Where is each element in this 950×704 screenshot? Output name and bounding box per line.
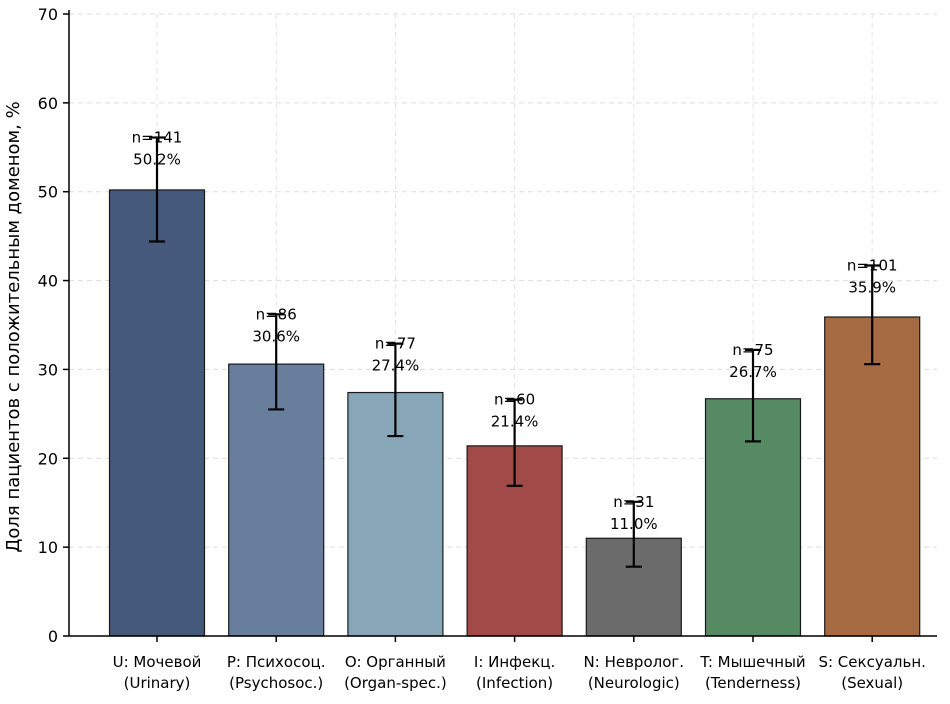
x-tick-label-sub: (Psychosoc.) bbox=[229, 674, 323, 692]
y-tick-label: 50 bbox=[38, 183, 58, 202]
y-tick-label: 20 bbox=[38, 449, 58, 468]
y-tick-label: 10 bbox=[38, 538, 58, 557]
x-tick-label-sub: (Infection) bbox=[476, 674, 553, 692]
error-bars bbox=[149, 136, 881, 568]
bar bbox=[108, 189, 206, 637]
x-tick-label-sub: (Organ-spec.) bbox=[344, 674, 447, 692]
x-tick-label: I: Инфекц. bbox=[474, 653, 555, 671]
bar-percent-label: 11.0% bbox=[610, 515, 658, 533]
bar-count-label: n=75 bbox=[732, 341, 773, 359]
bar-percent-label: 35.9% bbox=[848, 278, 896, 296]
x-tick-label: T: Мышечный bbox=[699, 653, 805, 671]
y-tick-label: 40 bbox=[38, 272, 58, 291]
x-tick-label: N: Невролог. bbox=[584, 653, 685, 671]
bar-percent-label: 30.6% bbox=[252, 327, 300, 345]
axes: 0 10 20 30 40 50 60 70 U: Мочевой (Urinary) P: Пси… bbox=[38, 5, 937, 692]
bar-percent-label: 50.2% bbox=[133, 151, 181, 169]
x-tick-label-sub: (Neurologic) bbox=[588, 674, 680, 692]
x-tick-label-sub: (Urinary) bbox=[124, 674, 191, 692]
x-tick-label: U: Мочевой bbox=[113, 653, 202, 671]
x-tick-label: S: Сексуальн. bbox=[818, 653, 925, 671]
x-tick-label: O: Органный bbox=[345, 653, 446, 671]
y-tick-label: 30 bbox=[38, 360, 58, 379]
x-tick-label-sub: (Tenderness) bbox=[705, 674, 801, 692]
bar-count-label: n=141 bbox=[132, 129, 183, 147]
y-axis-label: Доля пациентов с положительным доменом, … bbox=[3, 101, 24, 552]
bar-percent-label: 26.7% bbox=[729, 363, 777, 381]
bar-percent-label: 21.4% bbox=[491, 413, 539, 431]
grid-lines bbox=[69, 13, 937, 636]
bar-count-label: n=86 bbox=[256, 305, 297, 323]
bar bbox=[824, 316, 921, 637]
bar-count-label: n=60 bbox=[494, 391, 535, 409]
bar-count-label: n=101 bbox=[847, 256, 898, 274]
bar-labels: n=141 50.2% n=86 30.6% n=77 27.4% n=60 21.4% n=3… bbox=[132, 129, 898, 533]
bar-percent-label: 27.4% bbox=[372, 357, 420, 375]
y-tick-label: 60 bbox=[38, 94, 58, 113]
x-tick-label-sub: (Sexual) bbox=[841, 674, 903, 692]
y-tick-label: 0 bbox=[48, 627, 58, 646]
x-tick-label: P: Психосоц. bbox=[227, 653, 326, 671]
y-tick-label: 70 bbox=[38, 5, 58, 24]
bar-count-label: n=31 bbox=[613, 493, 654, 511]
bars bbox=[108, 189, 921, 637]
bar-count-label: n=77 bbox=[375, 335, 416, 353]
